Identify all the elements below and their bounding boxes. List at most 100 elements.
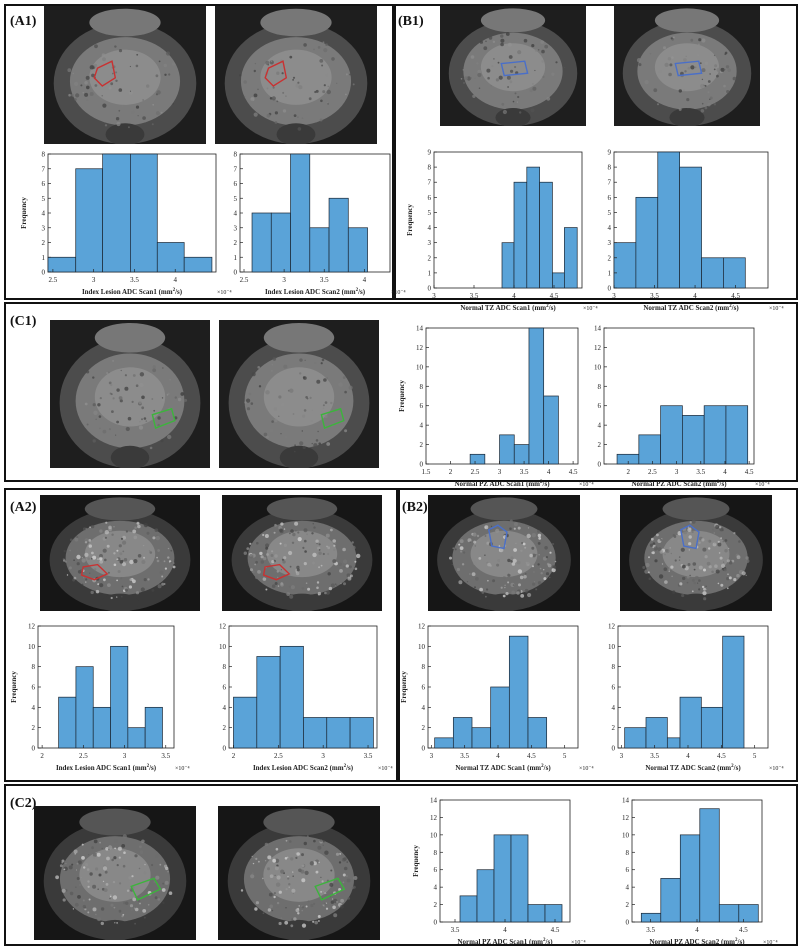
x-tick-label: 4.5 <box>551 926 560 934</box>
y-tick-label: 4 <box>428 224 432 232</box>
y-tick-label: 10 <box>608 643 616 651</box>
histogram-bar <box>657 151 680 289</box>
histogram-b2-scan2: 0 2 4 6 8 10 12 3 3.5 4 4.5 5 Normal TZ ADC Scan2 (m… <box>594 622 798 778</box>
y-axis-label: Frequency <box>412 845 420 877</box>
y-tick-label: 8 <box>434 849 438 857</box>
x-tick-label: 3 <box>675 468 679 476</box>
y-tick-label: 0 <box>612 745 616 753</box>
x-axis-label: Index Lesion ADC Scan2 (mm2/s) <box>253 764 354 772</box>
histogram-bar <box>328 197 349 273</box>
y-tick-label: 1 <box>234 254 238 262</box>
y-tick-label: 6 <box>434 866 438 874</box>
y-tick-label: 3 <box>42 224 46 232</box>
y-tick-label: 8 <box>42 151 46 159</box>
x-axis-label: Index Lesion ADC Scan1 (mm2/s) <box>56 764 157 772</box>
y-tick-label: 2 <box>420 441 424 449</box>
y-tick-label: 0 <box>42 269 46 277</box>
y-tick-label: 4 <box>626 884 630 892</box>
x-tick-label: 3.5 <box>650 752 659 760</box>
x-tick-label: 3 <box>430 752 434 760</box>
x-axis-exponent: ×10⁻⁴ <box>583 306 598 312</box>
mri-image <box>428 495 580 611</box>
histogram-bar <box>666 737 681 749</box>
x-tick-label: 2.5 <box>471 468 480 476</box>
x-tick-label: 3.5 <box>646 926 655 934</box>
y-tick-label: 10 <box>418 643 426 651</box>
histogram-bar <box>679 166 702 289</box>
y-tick-label: 14 <box>430 797 438 805</box>
histogram-bar <box>701 257 724 289</box>
panel-label-b1: (B1) <box>398 14 424 29</box>
y-tick-label: 9 <box>608 149 612 157</box>
roi-outline <box>674 60 703 77</box>
x-tick-label: 2 <box>626 468 630 476</box>
y-tick-label: 1 <box>42 254 46 262</box>
mri-image <box>222 495 382 611</box>
y-tick-label: 4 <box>598 422 602 430</box>
y-tick-label: 6 <box>598 402 602 410</box>
histogram-c1-scan2: 0 2 4 6 8 10 12 14 2 2.5 3 3.5 4 4.5 Normal PZ ADC Sca… <box>580 324 784 494</box>
histogram-bar <box>725 405 749 465</box>
x-tick-label: 2.5 <box>648 468 657 476</box>
histogram-bar <box>700 706 724 749</box>
y-tick-label: 1 <box>608 269 612 277</box>
y-tick-label: 2 <box>428 254 432 262</box>
y-tick-label: 14 <box>594 325 602 333</box>
y-tick-label: 0 <box>234 269 238 277</box>
x-tick-label: 4.5 <box>717 752 726 760</box>
histogram-bar <box>434 737 454 749</box>
histogram-bar <box>679 696 702 749</box>
roi-outline <box>488 524 508 550</box>
panel-label-c1: (C1) <box>10 314 37 329</box>
y-tick-label: 6 <box>612 684 616 692</box>
y-tick-label: 6 <box>608 194 612 202</box>
histogram-bar <box>279 645 304 749</box>
roi-outline <box>151 407 176 429</box>
y-tick-label: 3 <box>428 239 432 247</box>
panel-b1 <box>394 4 798 300</box>
y-axis-label: Frequency <box>398 380 406 412</box>
mri-image <box>620 495 772 611</box>
mri-scan-b2-scan1 <box>428 495 580 611</box>
histogram-bar <box>544 904 563 923</box>
mri-scan-c1-scan1 <box>50 320 210 468</box>
histogram-bar <box>564 227 578 289</box>
y-tick-label: 0 <box>422 745 426 753</box>
panel-label-a2: (A2) <box>10 500 37 515</box>
x-axis-exponent: ×10⁻⁴ <box>769 306 784 312</box>
histogram-bar <box>723 257 746 289</box>
histogram-bar <box>526 166 540 289</box>
y-tick-label: 6 <box>420 402 424 410</box>
x-axis-exponent: ×10⁻⁴ <box>763 940 778 946</box>
y-tick-label: 4 <box>422 704 426 712</box>
y-tick-label: 5 <box>234 195 238 203</box>
histogram-bar <box>543 395 559 465</box>
histogram-bar <box>645 717 668 749</box>
y-tick-label: 2 <box>612 724 616 732</box>
y-axis-label: Frequency <box>400 671 408 703</box>
y-tick-label: 7 <box>428 179 432 187</box>
y-tick-label: 0 <box>223 745 227 753</box>
x-tick-label: 2.5 <box>274 752 283 760</box>
y-tick-label: 8 <box>422 663 426 671</box>
y-tick-label: 6 <box>428 194 432 202</box>
panel-c1 <box>4 302 798 482</box>
x-axis-exponent: ×10⁻⁴ <box>579 482 594 488</box>
x-tick-label: 3.5 <box>520 468 529 476</box>
histogram-bar <box>256 656 281 749</box>
histogram-bar <box>528 327 545 465</box>
y-tick-label: 0 <box>32 745 36 753</box>
y-tick-label: 3 <box>234 224 238 232</box>
x-axis-exponent: ×10⁻⁴ <box>769 766 784 772</box>
y-tick-label: 2 <box>434 901 438 909</box>
y-tick-label: 4 <box>32 704 36 712</box>
histogram-bar <box>635 196 659 289</box>
y-tick-label: 0 <box>626 919 630 927</box>
roi-outline <box>320 407 345 429</box>
y-axis-label: Frequency <box>406 204 414 236</box>
histogram-bar <box>349 717 374 749</box>
histogram-bar <box>144 706 163 749</box>
histogram-bar <box>347 227 368 273</box>
panel-b2 <box>398 488 798 782</box>
mri-scan-a2-scan1 <box>40 495 200 611</box>
